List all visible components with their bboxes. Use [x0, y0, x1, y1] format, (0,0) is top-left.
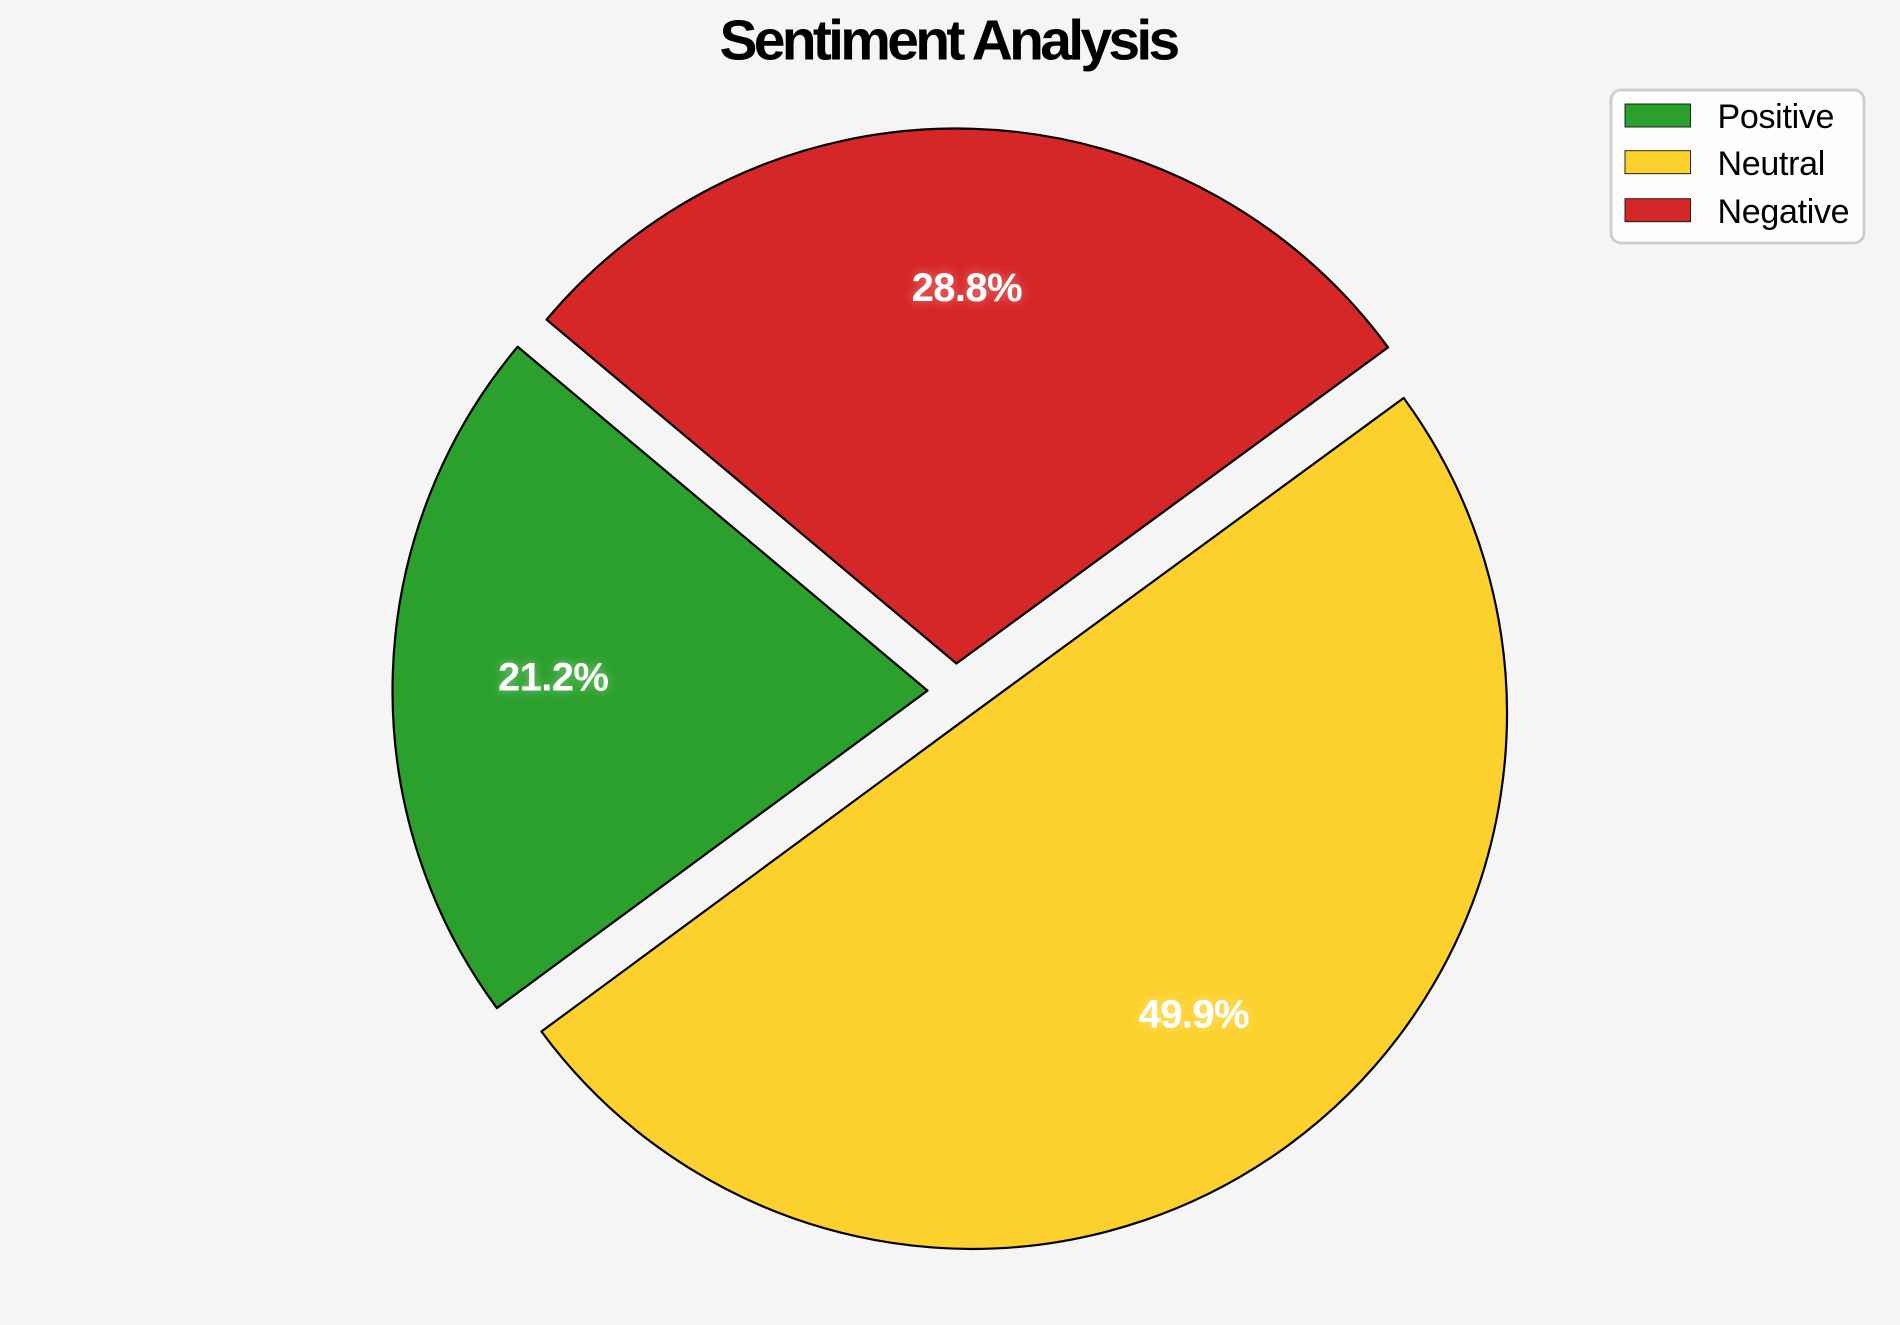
svg-text:Negative: Negative — [1718, 193, 1850, 231]
svg-text:Neutral: Neutral — [1718, 145, 1826, 183]
svg-text:Positive: Positive — [1718, 98, 1835, 136]
svg-text:49.9%: 49.9% — [1139, 993, 1249, 1037]
svg-text:21.2%: 21.2% — [498, 656, 608, 700]
svg-text:28.8%: 28.8% — [912, 266, 1022, 310]
svg-text:Sentiment Analysis: Sentiment Analysis — [719, 8, 1178, 72]
